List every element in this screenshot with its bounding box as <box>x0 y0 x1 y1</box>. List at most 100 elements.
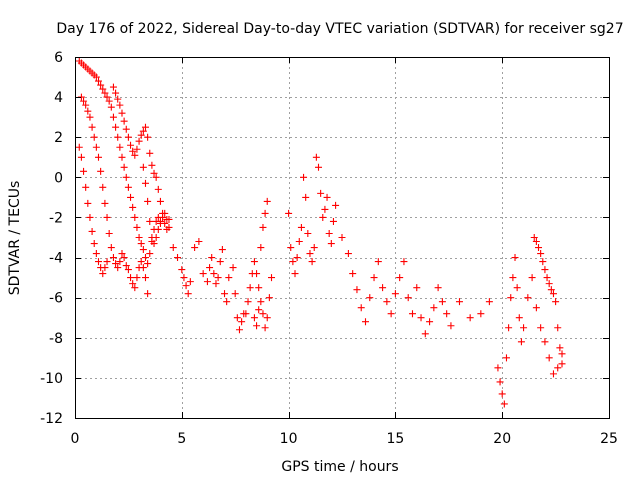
x-axis-title: GPS time / hours <box>281 459 398 475</box>
data-point <box>99 85 107 93</box>
data-point <box>532 304 540 312</box>
data-point <box>122 173 130 181</box>
data-point <box>466 314 474 322</box>
data-point <box>257 244 265 252</box>
x-tick-label: 25 <box>600 431 618 447</box>
data-points <box>75 57 566 408</box>
data-point <box>408 310 416 318</box>
y-axis-title: SDTVAR / TECUs <box>7 181 23 296</box>
data-point <box>312 153 320 161</box>
data-point <box>255 306 263 314</box>
y-tick-label: -6 <box>49 291 63 307</box>
data-point <box>250 314 258 322</box>
data-point <box>133 145 141 153</box>
data-point <box>285 209 293 217</box>
series-spike-10-12h <box>285 153 340 278</box>
data-point <box>287 244 295 252</box>
data-point <box>156 219 164 227</box>
data-point <box>97 81 105 89</box>
data-point <box>289 258 297 266</box>
data-point <box>139 264 147 272</box>
series-cluster-8-10h <box>242 197 276 332</box>
series-arc-b <box>77 93 152 298</box>
data-point <box>120 163 128 171</box>
y-tick-label: -12 <box>40 411 63 427</box>
data-point <box>541 266 549 274</box>
data-point <box>532 238 540 246</box>
data-point <box>218 246 226 254</box>
data-point <box>182 282 190 290</box>
data-point <box>438 298 446 306</box>
data-point <box>302 193 310 201</box>
data-point <box>515 314 523 322</box>
data-point <box>310 244 318 252</box>
data-point <box>257 298 265 306</box>
data-point <box>539 258 547 266</box>
data-point <box>404 294 412 302</box>
data-point <box>417 314 425 322</box>
data-point <box>520 324 528 332</box>
data-point <box>101 199 109 207</box>
data-point <box>112 89 120 97</box>
data-point <box>558 350 566 358</box>
data-point <box>86 213 94 221</box>
data-point <box>120 117 128 125</box>
data-point <box>116 101 124 109</box>
data-point <box>150 169 158 177</box>
data-point <box>541 338 549 346</box>
data-point <box>413 284 421 292</box>
data-point <box>112 260 120 268</box>
data-point <box>152 173 160 181</box>
data-point <box>253 322 261 330</box>
data-point <box>231 290 239 298</box>
data-point <box>250 258 258 266</box>
data-point <box>443 310 451 318</box>
data-point <box>537 324 545 332</box>
data-point <box>383 298 391 306</box>
data-point <box>114 133 122 141</box>
data-point <box>180 274 188 282</box>
data-point <box>137 240 145 248</box>
data-point <box>361 318 369 326</box>
data-point <box>90 133 98 141</box>
data-point <box>206 264 214 272</box>
data-point <box>221 290 229 298</box>
data-point <box>263 197 271 205</box>
data-point <box>88 123 96 131</box>
data-point <box>317 189 325 197</box>
data-point <box>357 304 365 312</box>
data-point <box>159 213 167 221</box>
data-point <box>146 217 154 225</box>
data-point <box>146 149 154 157</box>
data-point <box>120 254 128 262</box>
x-tick-label: 10 <box>280 431 298 447</box>
data-point <box>139 127 147 135</box>
data-point <box>101 89 109 97</box>
data-point <box>545 280 553 288</box>
data-point <box>543 274 551 282</box>
data-point <box>103 258 111 266</box>
data-point <box>82 101 90 109</box>
x-tick-label: 20 <box>493 431 511 447</box>
series-arc-d <box>109 83 173 233</box>
data-point <box>144 290 152 298</box>
data-point <box>229 264 237 272</box>
data-point <box>349 270 357 278</box>
data-point <box>374 258 382 266</box>
data-point <box>500 400 508 408</box>
data-point <box>107 103 115 111</box>
data-point <box>293 254 301 262</box>
data-point <box>94 153 102 161</box>
data-point <box>124 183 132 191</box>
data-point <box>92 143 100 151</box>
y-tick-label: -2 <box>49 210 63 226</box>
y-tick-label: 4 <box>54 90 63 106</box>
data-point <box>554 364 562 372</box>
data-point <box>122 262 130 270</box>
data-point <box>494 364 502 372</box>
data-point <box>133 274 141 282</box>
y-tick-label: -10 <box>40 371 63 387</box>
data-point <box>255 284 263 292</box>
data-point <box>396 274 404 282</box>
data-point <box>233 314 241 322</box>
